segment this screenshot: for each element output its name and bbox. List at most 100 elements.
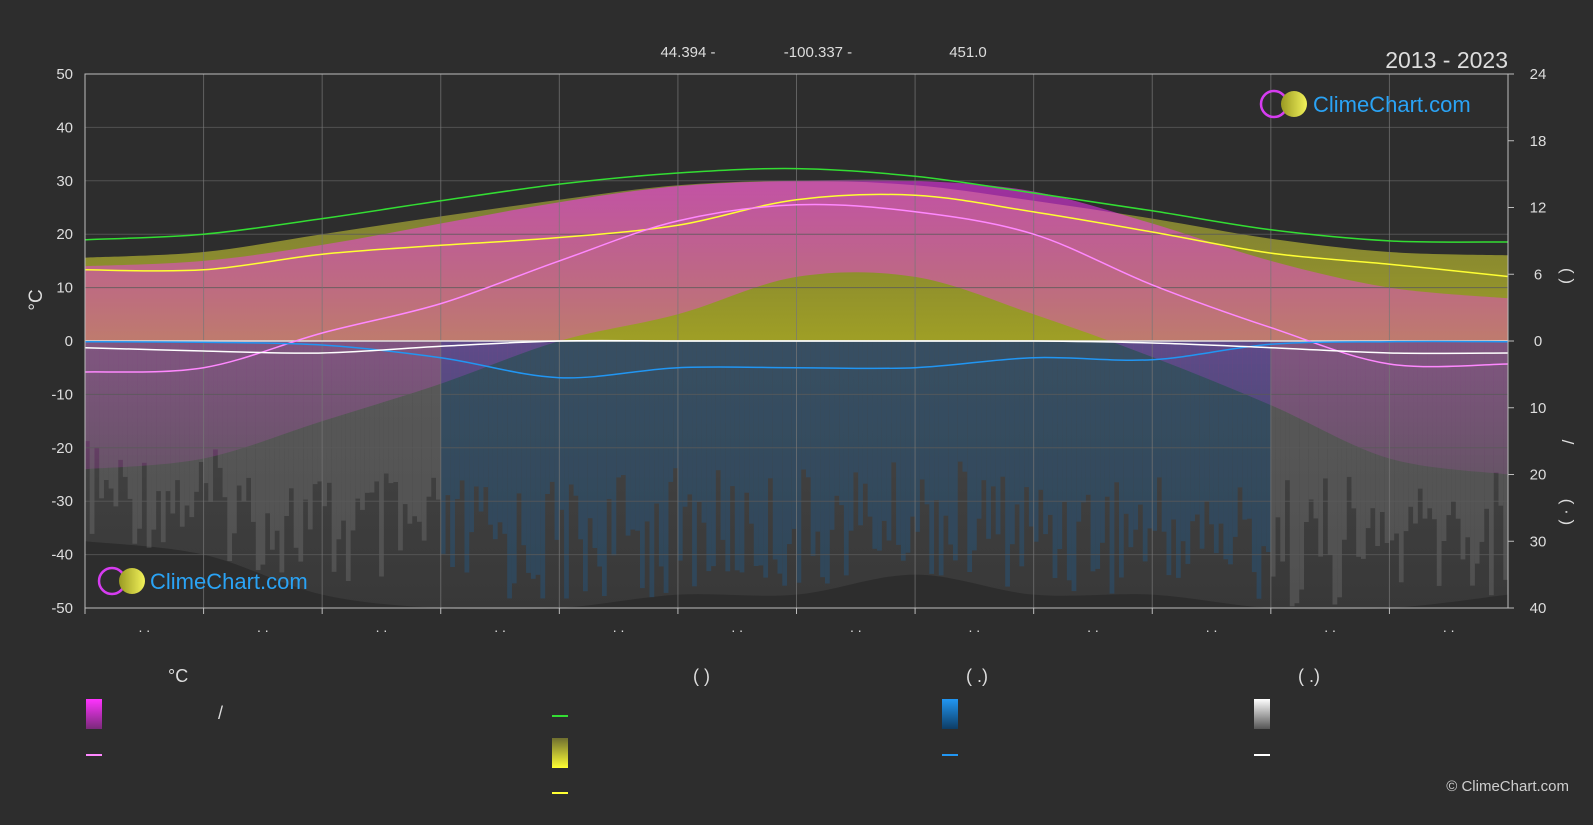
left-tick-label: -50 <box>51 600 73 617</box>
precip-bar <box>549 341 555 482</box>
precip-bar <box>1365 341 1371 529</box>
precip-bar <box>1266 341 1271 552</box>
x-tick-label: . . <box>613 619 625 635</box>
precip-bar <box>1351 341 1357 509</box>
right-tick-label-precip: 40 <box>1530 600 1547 617</box>
precip-bar <box>260 341 266 565</box>
precip-bar <box>1247 341 1252 519</box>
precip-bar <box>274 341 280 531</box>
precip-bar <box>1128 341 1134 548</box>
precip-bar <box>825 341 830 584</box>
precip-bar <box>251 341 256 522</box>
precip-bar <box>1446 341 1452 516</box>
precip-bar <box>217 341 223 468</box>
precip-bar <box>1323 341 1328 479</box>
precip-bar <box>578 341 584 540</box>
logo-sun-icon <box>119 568 145 594</box>
precip-bar <box>749 341 754 524</box>
precip-bar <box>682 341 688 507</box>
precip-bar <box>127 341 133 499</box>
right-tick-label-precip: 30 <box>1530 533 1547 550</box>
legend-header-temperature: °C <box>168 666 189 686</box>
precip-bar <box>1427 341 1433 509</box>
precip-bar <box>606 341 612 500</box>
precip-bar <box>398 341 403 551</box>
precip-bar <box>583 341 588 592</box>
logo-sun-icon <box>1281 91 1307 117</box>
legend-header-snow: ( .) <box>1298 666 1320 686</box>
precip-bar <box>1194 341 1200 515</box>
precip-bar <box>203 341 209 484</box>
precip-bar <box>1451 341 1456 502</box>
precip-bar <box>431 341 437 478</box>
precip-bar <box>402 341 408 505</box>
x-tick-label: . . <box>1443 619 1455 635</box>
precip-bar <box>350 341 356 531</box>
logo-top: ClimeChart.com <box>1259 89 1471 119</box>
precip-bar <box>972 341 977 551</box>
precip-bar <box>156 341 161 492</box>
left-tick-label: 50 <box>56 66 73 83</box>
legend-swatch-snow-line <box>1254 754 1270 756</box>
precip-bar <box>421 341 427 541</box>
precip-bar <box>1479 341 1485 542</box>
precip-bar <box>298 341 304 562</box>
precip-bar <box>995 341 1001 535</box>
precip-bar <box>1176 341 1181 578</box>
right-tick-label-hours: 0 <box>1534 333 1542 350</box>
daily-texture <box>85 341 1509 607</box>
precip-bar <box>426 341 432 497</box>
precip-bar <box>592 341 598 548</box>
precip-bar <box>1213 341 1219 554</box>
right-tick-label-precip: 20 <box>1530 467 1547 484</box>
precip-bar <box>1484 341 1490 509</box>
left-tick-label: 0 <box>65 333 73 350</box>
precip-bar <box>1038 341 1044 490</box>
precip-bar <box>815 341 821 532</box>
precip-bar <box>1109 341 1115 594</box>
precip-bar <box>132 341 138 544</box>
precip-bar <box>559 341 565 510</box>
precip-bar <box>526 341 531 573</box>
precip-bar <box>336 341 342 540</box>
precip-bar <box>673 341 678 469</box>
precip-bar <box>772 341 778 560</box>
precip-bar <box>464 341 470 573</box>
precip-bar <box>507 341 512 599</box>
precip-bar <box>208 341 214 502</box>
precip-bar <box>289 341 294 489</box>
precip-bar <box>1057 341 1063 549</box>
precip-bar <box>455 341 460 500</box>
precip-bar <box>953 341 958 561</box>
x-tick-label: . . <box>138 619 150 635</box>
precip-bar <box>1356 341 1361 557</box>
longitude-label: -100.337 - <box>784 44 852 61</box>
precip-bar <box>516 341 522 494</box>
precip-bar <box>1465 341 1471 538</box>
precip-bar <box>1066 341 1072 581</box>
precip-bar <box>1209 341 1214 525</box>
precip-bar <box>1223 341 1229 560</box>
x-tick-label: . . <box>376 619 388 635</box>
precip-bar <box>1232 341 1238 537</box>
legend-header-rain: ( .) <box>966 666 988 686</box>
precip-bar <box>1498 341 1504 506</box>
precip-bar <box>1185 341 1191 564</box>
precip-bar <box>222 341 228 498</box>
precip-bar <box>929 341 935 574</box>
series-line-snow <box>84 339 1509 355</box>
series-line-daylight <box>84 167 1509 243</box>
precip-bar <box>967 341 973 572</box>
precip-bar <box>307 341 313 530</box>
precip-bar <box>881 341 887 521</box>
left-tick-label: 40 <box>56 119 73 136</box>
precip-bar <box>1413 341 1418 524</box>
precip-bar <box>165 341 171 492</box>
precip-bar <box>502 341 508 534</box>
precip-bar <box>1270 341 1276 577</box>
precip-bar <box>810 341 816 556</box>
precip-bar <box>293 341 299 548</box>
precip-bar <box>488 341 493 525</box>
precip-bar <box>284 341 289 516</box>
precip-bar <box>839 341 844 506</box>
